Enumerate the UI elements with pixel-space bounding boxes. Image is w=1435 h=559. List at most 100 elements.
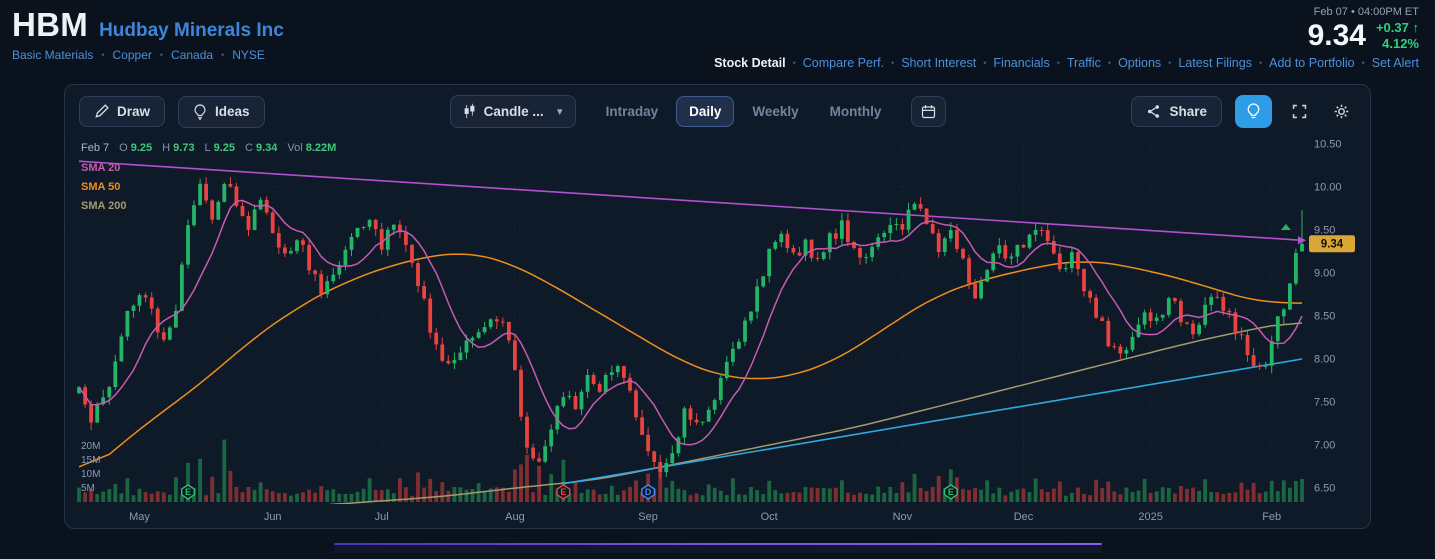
share-icon [1146, 104, 1161, 119]
separator-dot: • [891, 58, 895, 69]
nav-options[interactable]: Options [1118, 56, 1162, 71]
svg-text:10.00: 10.00 [1314, 182, 1342, 194]
lightbulb-icon [193, 104, 207, 120]
separator-dot: • [1107, 58, 1112, 69]
event-badge-d[interactable]: D [641, 484, 656, 501]
chart-toolbar: Draw Ideas Candle ... ▾ Intraday Daily W… [65, 85, 1370, 132]
company-name[interactable]: Hudbay Minerals Inc [99, 20, 284, 41]
tab-monthly[interactable]: Monthly [829, 104, 882, 120]
nav-latest-filings[interactable]: Latest Filings [1178, 56, 1252, 71]
separator-dot: • [792, 58, 796, 69]
next-section-accent-line [333, 543, 1102, 546]
separator-dot: • [983, 58, 987, 69]
svg-text:Oct: Oct [761, 511, 778, 523]
trendline-arrow [1298, 236, 1306, 245]
svg-text:2025: 2025 [1138, 511, 1162, 523]
svg-text:5M: 5M [81, 483, 95, 494]
nav-compare-perf[interactable]: Compare Perf. [802, 56, 885, 71]
breadcrumb-sector[interactable]: Basic Materials [12, 48, 94, 62]
ideas-toggle-button[interactable] [1234, 95, 1272, 129]
svg-text:7.00: 7.00 [1314, 440, 1335, 452]
svg-text:Jun: Jun [264, 511, 282, 523]
ideas-button[interactable]: Ideas [178, 95, 265, 128]
trendline-1 [563, 358, 1303, 485]
sma200-line [327, 322, 1303, 505]
separator-dot: • [1168, 58, 1172, 69]
separator-dot: • [1361, 58, 1365, 69]
nav-traffic[interactable]: Traffic [1066, 56, 1101, 71]
svg-text:9.00: 9.00 [1314, 268, 1335, 280]
svg-text:Feb: Feb [1262, 511, 1281, 523]
svg-text:E: E [560, 487, 566, 497]
chart-type-label: Candle ... [483, 104, 544, 120]
separator-dot: • [101, 50, 105, 60]
quote-timestamp: Feb 07 • 04:00PM ET [1313, 6, 1419, 18]
separator-dot: • [1056, 58, 1060, 69]
chevron-down-icon: ▾ [557, 106, 563, 119]
svg-text:8.50: 8.50 [1314, 311, 1335, 323]
tab-intraday[interactable]: Intraday [605, 104, 659, 120]
pencil-icon [94, 104, 109, 119]
breadcrumb-country[interactable]: Canada [171, 48, 214, 62]
svg-text:15M: 15M [81, 455, 100, 466]
up-arrow-icon: ↑ [1412, 20, 1420, 35]
timeframe-tabs: Intraday Daily Weekly Monthly [593, 96, 895, 128]
chart-panel: Draw Ideas Candle ... ▾ Intraday Daily W… [64, 84, 1371, 530]
svg-text:E: E [185, 487, 191, 497]
volume-bars [77, 439, 1304, 503]
stock-nav: Stock Detail • Compare Perf. • Short Int… [714, 56, 1419, 70]
separator-dot: • [1258, 58, 1263, 69]
quote-block: Feb 07 • 04:00PM ET 9.34 +0.37 ↑ 4.12% S… [714, 6, 1419, 70]
event-badge-e[interactable]: E [943, 484, 958, 501]
svg-text:9.50: 9.50 [1314, 225, 1335, 237]
svg-text:Nov: Nov [893, 511, 913, 523]
draw-button[interactable]: Draw [79, 96, 166, 128]
draw-button-label: Draw [117, 104, 151, 120]
svg-text:7.50: 7.50 [1314, 397, 1335, 409]
svg-text:9.34: 9.34 [1321, 239, 1344, 251]
svg-text:D: D [645, 487, 652, 497]
breadcrumb-exchange[interactable]: NYSE [232, 48, 265, 62]
nav-short-interest[interactable]: Short Interest [901, 56, 977, 71]
svg-text:6.50: 6.50 [1314, 483, 1335, 495]
candles [77, 177, 1304, 480]
svg-text:8.00: 8.00 [1314, 354, 1335, 366]
nav-add-to-portfolio[interactable]: Add to Portfolio [1269, 56, 1355, 71]
svg-text:Sep: Sep [638, 511, 658, 523]
nav-financials[interactable]: Financials [993, 56, 1050, 71]
tab-daily[interactable]: Daily [676, 96, 735, 128]
event-badge-e[interactable]: E [180, 484, 195, 501]
chart-area: 10.50 10.00 9.50 9.00 8.50 8.00 7.50 7.00 6.50 20… [65, 132, 1370, 528]
svg-text:10.50: 10.50 [1314, 139, 1342, 151]
separator-dot: • [159, 50, 164, 60]
stock-symbol: HBM [12, 6, 89, 43]
breadcrumb: Basic Materials • Copper • Canada • NYSE [12, 48, 284, 62]
nav-set-alert[interactable]: Set Alert [1371, 56, 1419, 71]
tab-weekly[interactable]: Weekly [752, 104, 799, 120]
svg-text:20M: 20M [81, 441, 100, 452]
stock-identity: HBM Hudbay Minerals Inc Basic Materials … [12, 6, 284, 62]
breadcrumb-industry[interactable]: Copper [112, 48, 152, 62]
chart-type-dropdown[interactable]: Candle ... ▾ [449, 95, 576, 129]
svg-text:10M: 10M [81, 469, 100, 480]
separator-dot: • [221, 50, 225, 60]
header: HBM Hudbay Minerals Inc Basic Materials … [0, 0, 1435, 70]
lightbulb-icon [1246, 103, 1261, 120]
current-price-label: 9.34 [1309, 235, 1355, 253]
calendar-button[interactable] [911, 96, 947, 128]
price-chart[interactable]: 10.50 10.00 9.50 9.00 8.50 8.00 7.50 7.00 6.50 20… [65, 134, 1368, 528]
share-button-label: Share [1169, 104, 1207, 120]
sma20-line [78, 199, 1303, 446]
trendline-0 [78, 160, 1303, 242]
event-badge-e[interactable]: E [556, 484, 571, 501]
settings-button[interactable] [1327, 96, 1356, 127]
share-button[interactable]: Share [1131, 96, 1222, 128]
nav-stock-detail[interactable]: Stock Detail [714, 56, 786, 71]
fullscreen-button[interactable] [1285, 96, 1314, 127]
ideas-button-label: Ideas [215, 104, 250, 120]
gear-icon [1333, 103, 1350, 120]
breakout-arrow-icon [1280, 224, 1291, 231]
sma50-line [78, 253, 1302, 468]
price-change-percent: 4.12% [1382, 35, 1419, 51]
